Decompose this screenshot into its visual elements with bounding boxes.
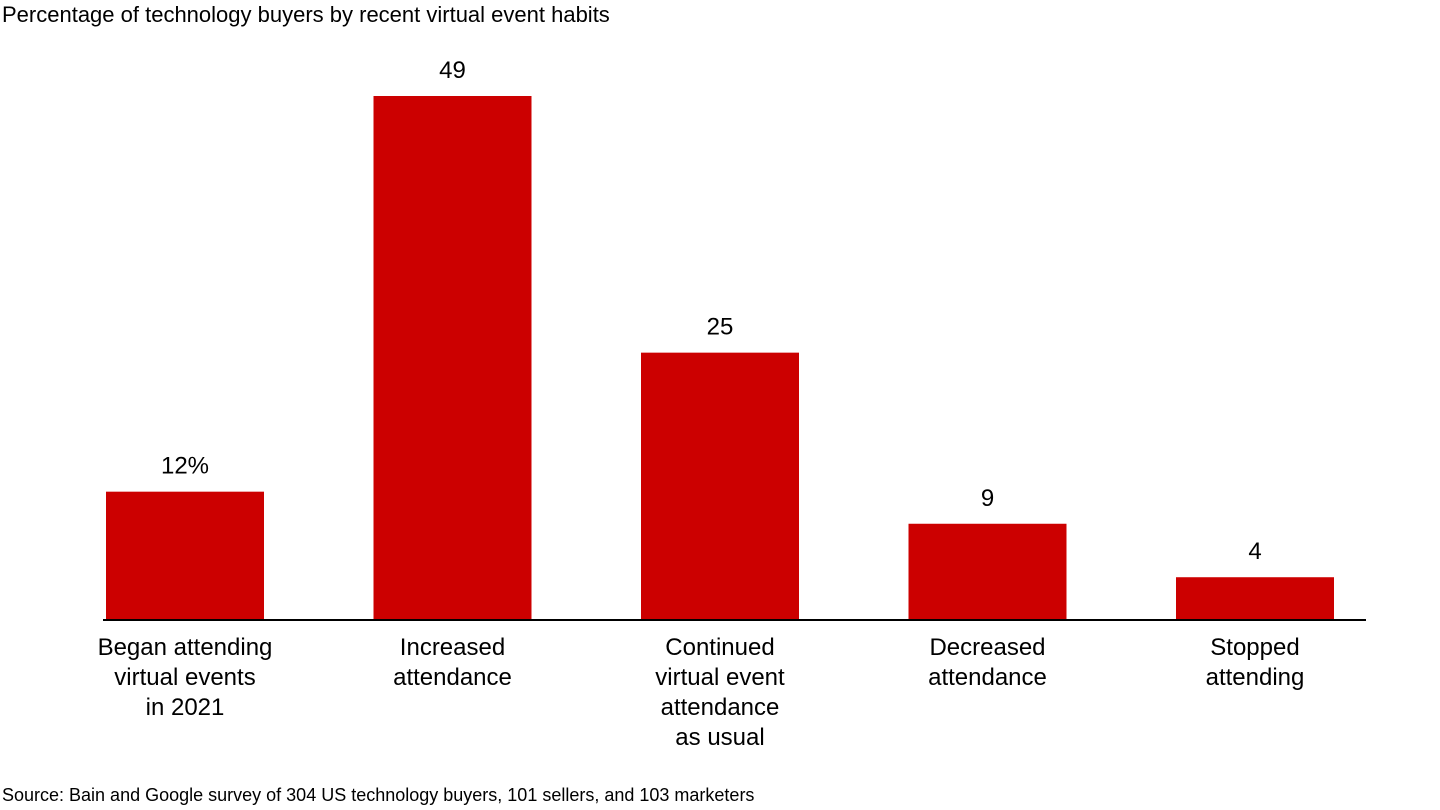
category-label-5: Stopped attending xyxy=(1135,633,1375,693)
bar-4 xyxy=(908,523,1067,620)
category-label-line: Continued xyxy=(665,634,775,661)
category-label-line: virtual event xyxy=(655,664,785,691)
data-label-2: 49 xyxy=(439,57,466,84)
bar-3 xyxy=(641,352,799,620)
category-label-line: Stopped xyxy=(1210,634,1300,661)
bar-1 xyxy=(106,491,264,620)
category-label-line: attendance xyxy=(393,664,512,691)
data-label-4: 9 xyxy=(981,485,994,512)
category-label-line: attendance xyxy=(928,664,1047,691)
source-note: Source: Bain and Google survey of 304 US… xyxy=(2,785,755,805)
category-label-line: Increased xyxy=(399,634,506,661)
category-label-line: in 2021 xyxy=(145,694,225,721)
category-label-3: Continued virtual event attendance as usual xyxy=(600,633,840,753)
category-label-line: virtual events xyxy=(114,664,256,691)
category-label-line: attendance xyxy=(660,694,780,721)
category-label-line: Decreased xyxy=(929,634,1046,661)
category-label-2: Increased attendance xyxy=(333,633,573,693)
category-label-1: Began attending virtual events in 2021 xyxy=(65,633,305,723)
bar-5 xyxy=(1176,577,1334,620)
category-label-line: attending xyxy=(1205,664,1305,691)
category-label-line: Began attending xyxy=(97,634,273,661)
data-label-5: 4 xyxy=(1248,538,1261,565)
chart-title: Percentage of technology buyers by recen… xyxy=(2,2,610,27)
data-label-3: 25 xyxy=(707,314,734,341)
bar-2 xyxy=(373,96,532,620)
category-label-4: Decreased attendance xyxy=(868,633,1108,693)
data-label-1: 12% xyxy=(161,453,209,480)
category-label-line: as usual xyxy=(675,724,765,751)
